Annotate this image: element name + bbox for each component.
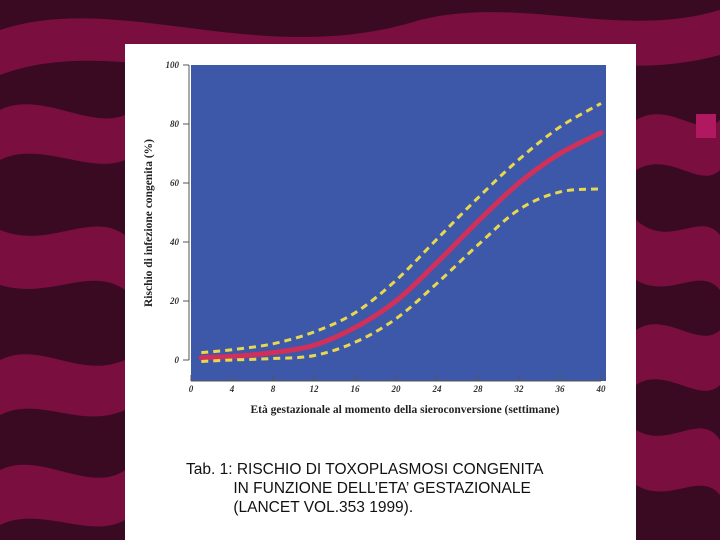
bullet-marker (696, 114, 716, 138)
caption-line-3: (LANCET VOL.353 1999). (186, 499, 414, 516)
x-axis-title: Età gestazionale al momento della sieroc… (251, 404, 560, 416)
y-tick-label: 0 (175, 355, 180, 365)
y-tick-label: 20 (169, 296, 180, 306)
x-tick-label: 16 (351, 384, 361, 394)
x-tick-label: 0 (189, 384, 194, 394)
ribbon-right-2 (636, 220, 720, 290)
x-tick-label: 20 (391, 384, 402, 394)
x-tick-label: 40 (596, 384, 607, 394)
ribbon-right-3 (636, 324, 720, 391)
ribbon-left-1 (0, 104, 125, 164)
plot-series (198, 102, 604, 363)
y-tick-label: 40 (169, 237, 180, 247)
x-tick-label: 12 (310, 384, 320, 394)
x-tick-label: 28 (473, 384, 484, 394)
ribbon-left-3 (0, 354, 125, 417)
caption-line-1: Tab. 1: RISCHIO DI TOXOPLASMOSI CONGENIT… (186, 461, 544, 478)
risk-chart: 0 20 40 60 80 100 0 4 8 12 16 20 24 28 32 36 40 Rischio… (143, 60, 606, 416)
y-tick-label: 80 (170, 119, 180, 129)
ribbon-left-2 (0, 226, 125, 290)
y-tick-label: 60 (170, 178, 180, 188)
x-tick-label: 8 (271, 384, 276, 394)
x-tick-label: 36 (555, 384, 566, 394)
x-tick-label: 24 (432, 384, 443, 394)
slide-content-panel: 0 20 40 60 80 100 0 4 8 12 16 20 24 28 32 36 40 Rischio… (125, 44, 636, 540)
y-tick-label: 100 (166, 60, 180, 70)
x-axis-ticks: 0 4 8 12 16 20 24 28 32 36 40 (189, 375, 606, 394)
table-caption: Tab. 1: RISCHIO DI TOXOPLASMOSI CONGENIT… (186, 460, 626, 517)
upper-confidence-line (201, 102, 602, 355)
y-axis-ticks: 0 20 40 60 80 100 (166, 60, 189, 365)
ribbon-left-4 (0, 464, 125, 527)
y-axis-title: Rischio di infezione congenita (%) (143, 139, 155, 307)
risk-estimate-line (198, 130, 604, 361)
x-tick-label: 32 (514, 384, 525, 394)
caption-line-2: IN FUNZIONE DELL’ETA’ GESTAZIONALE (186, 480, 531, 497)
x-tick-label: 4 (229, 384, 235, 394)
plot-area (191, 65, 606, 381)
ribbon-right-4 (636, 428, 720, 495)
